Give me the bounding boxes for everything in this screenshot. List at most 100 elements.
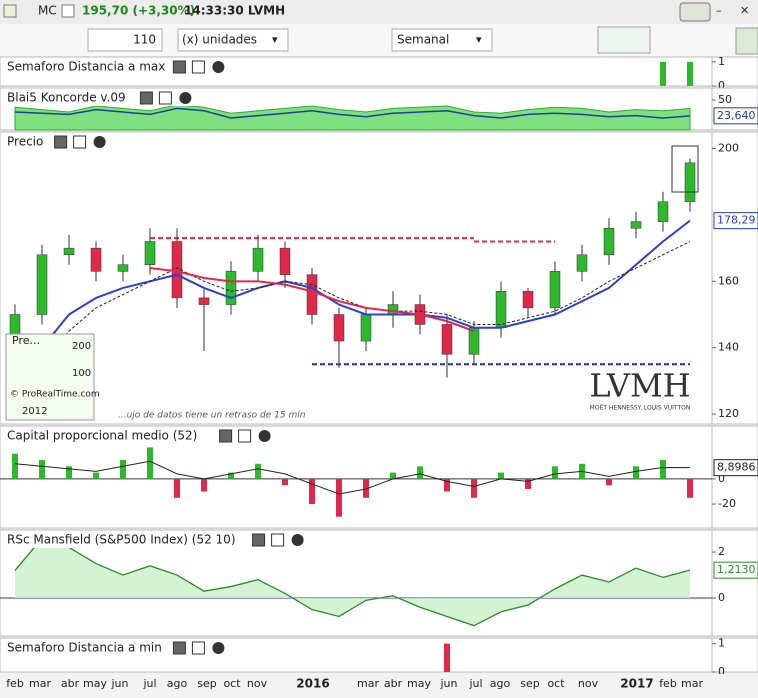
- candle: [333, 314, 345, 342]
- inset-tick: 100: [72, 368, 91, 379]
- y-tick-label: 140: [718, 341, 739, 354]
- panel-wrench[interactable]: [172, 60, 186, 74]
- candle: [576, 254, 588, 272]
- value-label: 8,8986: [717, 461, 756, 474]
- bar: [228, 472, 234, 479]
- panel-close[interactable]: [179, 92, 192, 104]
- y-tick-label: 120: [718, 407, 739, 420]
- bar: [498, 472, 504, 479]
- minimize[interactable]: –: [716, 4, 722, 17]
- close[interactable]: ✕: [740, 4, 749, 17]
- units: (x) unidades: [182, 33, 257, 47]
- panel-title: Precio: [7, 135, 43, 149]
- quote: 195,70 (+3,30%): [82, 4, 195, 18]
- bar: [660, 61, 666, 86]
- x-tick-label: sep: [197, 677, 216, 690]
- x-tick-label: jul: [142, 677, 156, 690]
- bar: [660, 460, 666, 479]
- indicators-button[interactable]: [597, 26, 651, 54]
- panel-close[interactable]: [212, 61, 225, 73]
- x-tick-label: mar: [29, 677, 51, 690]
- candle: [144, 241, 156, 265]
- title-box: [3, 640, 228, 656]
- bar: [444, 643, 450, 672]
- x-tick-label: oct: [223, 677, 241, 690]
- panel-close[interactable]: [212, 642, 225, 654]
- candle: [549, 271, 561, 309]
- value-label-box: [713, 459, 758, 477]
- side-button[interactable]: [735, 27, 758, 55]
- candle: [360, 314, 372, 342]
- checkbox[interactable]: [61, 4, 75, 18]
- highlight: [671, 145, 699, 193]
- list-icon[interactable]: [3, 4, 17, 18]
- bar: [66, 466, 72, 479]
- value-label-box: [713, 107, 758, 125]
- candle: [90, 247, 102, 272]
- x-tick-label: nov: [578, 677, 599, 690]
- x-tick-label: may: [83, 677, 107, 690]
- candle: [495, 291, 507, 329]
- quantity-input[interactable]: [87, 28, 163, 52]
- inset-year: 2012: [22, 406, 47, 417]
- panel-close[interactable]: [291, 534, 304, 546]
- area: [14, 104, 691, 131]
- y-tick-label: 0: [718, 79, 725, 92]
- panel-close[interactable]: [93, 136, 106, 148]
- symbol: MC: [38, 4, 57, 18]
- panel-window[interactable]: [73, 135, 87, 149]
- inset-title: Pre...: [12, 334, 40, 347]
- panel-wrench[interactable]: [139, 91, 153, 105]
- y-tick-label: 1: [718, 55, 725, 68]
- period: Semanal: [397, 33, 449, 47]
- toolbar: [0, 0, 758, 24]
- panel-wrench[interactable]: [172, 641, 186, 655]
- value-label: 178,29: [717, 214, 756, 227]
- x-tick-label: may: [407, 677, 431, 690]
- title-box: [3, 428, 274, 444]
- x-tick-label: ago: [167, 677, 188, 690]
- x-tick-label: 2016: [296, 677, 329, 691]
- bar: [687, 478, 693, 498]
- bar: [309, 478, 315, 505]
- value-label-box: [713, 561, 758, 579]
- panel-wrench[interactable]: [252, 533, 266, 547]
- candle: [252, 247, 264, 272]
- panel-wrench[interactable]: [219, 429, 233, 443]
- panel-wrench[interactable]: [54, 135, 68, 149]
- panel: [0, 131, 758, 425]
- panel-title: Semaforo Distancia a min: [7, 641, 162, 655]
- logo: LVMH: [589, 367, 690, 405]
- bar: [633, 466, 639, 479]
- bar: [552, 466, 558, 479]
- panel-window[interactable]: [271, 533, 285, 547]
- panel-window[interactable]: [191, 60, 205, 74]
- bar: [201, 478, 207, 492]
- x-tick-label: feb: [659, 677, 677, 690]
- quantity: 110: [133, 33, 156, 47]
- panel-close[interactable]: [258, 430, 271, 442]
- line: [149, 267, 475, 333]
- candle: [522, 291, 534, 309]
- units-select[interactable]: [177, 28, 289, 52]
- bar: [525, 478, 531, 489]
- line: [14, 460, 691, 495]
- candle: [387, 304, 399, 315]
- keyboard-button[interactable]: [679, 2, 711, 22]
- notice: ...ujo de datos tiene un retraso de 15 m…: [118, 411, 306, 421]
- inset-tick: 200: [72, 341, 91, 352]
- x-tick-label: sep: [520, 677, 539, 690]
- candle: [279, 247, 291, 275]
- y-tick-label: 160: [718, 274, 739, 287]
- bar: [93, 472, 99, 479]
- line: [14, 241, 691, 398]
- y-tick-label: 0: [718, 665, 725, 678]
- panel-window[interactable]: [191, 641, 205, 655]
- panel-title: Capital proporcional medio (52): [7, 429, 197, 443]
- bar: [282, 478, 288, 486]
- period-select[interactable]: [391, 28, 493, 52]
- x-tick-label: abr: [384, 677, 403, 690]
- x-tick-label: 2017: [620, 677, 653, 691]
- panel-window[interactable]: [158, 91, 172, 105]
- panel-window[interactable]: [238, 429, 252, 443]
